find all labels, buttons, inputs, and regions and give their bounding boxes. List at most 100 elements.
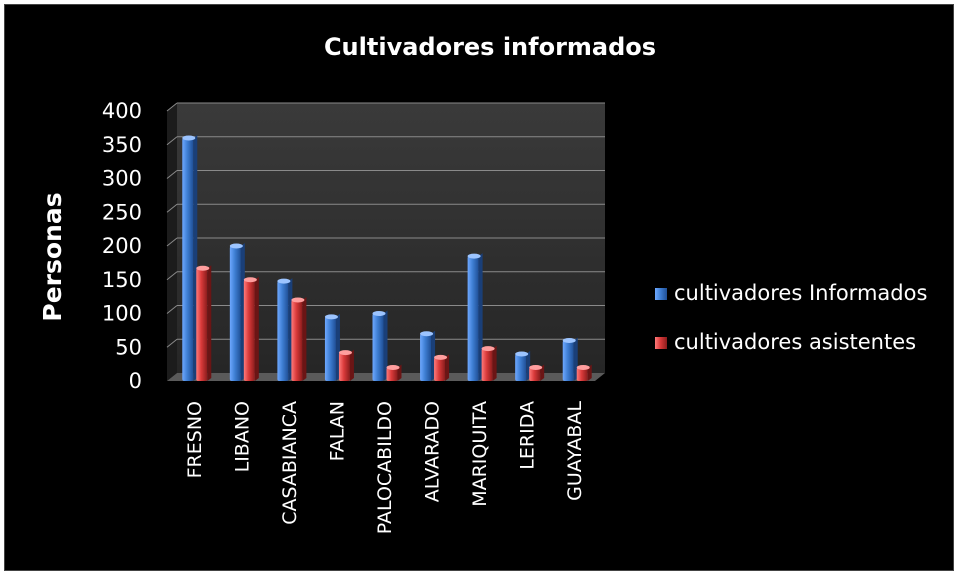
legend-swatch	[655, 337, 667, 349]
y-axis-label: Personas	[38, 192, 67, 321]
bar	[338, 349, 354, 381]
bar-top	[243, 277, 257, 283]
bar	[420, 330, 436, 381]
bar-side	[478, 253, 483, 381]
bar-front	[576, 367, 588, 381]
x-tick-label: GUAYABAL	[564, 401, 586, 501]
bar-top	[386, 365, 400, 370]
x-tick-label: FALAN	[326, 401, 348, 461]
gridline-side	[166, 136, 178, 146]
x-tick-label: LERIDA	[517, 401, 539, 470]
gridline-side	[166, 338, 178, 348]
legend-item: cultivadores Informados	[655, 281, 927, 305]
legend-item: cultivadores asistentes	[655, 330, 916, 354]
x-tick-label: FRESNO	[184, 401, 206, 478]
bar	[481, 345, 497, 381]
bar-top	[277, 278, 291, 284]
bar-front	[182, 138, 194, 381]
bar-top	[420, 331, 434, 337]
bar	[386, 364, 402, 381]
x-tick-label: ALVARADO	[422, 401, 444, 502]
bar-front	[372, 313, 384, 381]
gridline-side	[166, 203, 178, 213]
bar-top	[338, 350, 352, 356]
bar-front	[338, 352, 350, 381]
legend-label: cultivadores asistentes	[674, 330, 916, 354]
bar-front	[243, 279, 255, 381]
gridline-side	[166, 271, 178, 281]
x-tick-label: PALOCABILDO	[374, 401, 396, 534]
bar-top	[434, 354, 448, 360]
bar	[434, 354, 450, 381]
bar-side	[349, 349, 354, 381]
bar-side	[383, 310, 388, 381]
bar-front	[229, 246, 241, 381]
gridline-side	[166, 102, 178, 112]
bar-top	[324, 314, 338, 320]
bar	[182, 135, 198, 381]
bar	[196, 265, 212, 381]
bar-front	[529, 367, 541, 381]
bar-front	[562, 340, 574, 381]
x-axis-ticks: FRESNO LIBANO CASABIANCA FALAN PALOCABILDO AL…	[184, 401, 586, 535]
bar-front	[277, 281, 289, 381]
y-tick-label: 0	[129, 369, 142, 393]
y-tick-label: 400	[102, 99, 142, 123]
bar	[576, 364, 592, 381]
bar	[515, 351, 531, 381]
bars	[182, 135, 592, 381]
bar-side	[445, 354, 450, 381]
y-tick-label: 300	[102, 167, 142, 191]
gridline-side	[166, 237, 178, 247]
y-tick-label: 50	[115, 335, 142, 359]
bar-top	[196, 265, 210, 271]
y-tick-label: 200	[102, 234, 142, 258]
bar-front	[481, 348, 493, 381]
bar-front	[324, 316, 336, 381]
bar-front	[196, 268, 208, 381]
bar-top	[576, 365, 590, 370]
x-tick-label: MARIQUITA	[469, 401, 491, 507]
chart-title: Cultivadores informados	[324, 33, 656, 61]
legend-label: cultivadores Informados	[674, 281, 927, 305]
bar-front	[420, 333, 432, 381]
bar	[229, 243, 245, 381]
bar-front	[386, 367, 398, 381]
bar	[243, 276, 259, 381]
bar-top	[229, 243, 243, 249]
bar-front	[515, 354, 527, 381]
bar	[467, 253, 483, 381]
legend: cultivadores Informados cultivadores asis…	[655, 281, 927, 354]
chart-frame: Cultivadores informados Personas 0 50 100 1…	[4, 4, 954, 571]
y-tick-label: 150	[102, 268, 142, 292]
bar-top	[529, 365, 543, 370]
bar	[372, 310, 388, 381]
bar-side	[254, 276, 259, 381]
bar-top	[467, 253, 481, 259]
bar-top	[372, 311, 386, 316]
bar-top	[562, 338, 576, 343]
bar	[277, 278, 293, 381]
bar-front	[434, 357, 446, 381]
bar	[529, 364, 545, 381]
x-tick-label: CASABIANCA	[279, 401, 301, 525]
bar-front	[467, 256, 479, 381]
gridline-side	[166, 305, 178, 314]
bar	[291, 297, 307, 381]
bar-chart: Cultivadores informados Personas 0 50 100 1…	[38, 33, 927, 535]
legend-swatch	[655, 288, 667, 300]
bar-side	[302, 297, 307, 381]
bar-top	[481, 346, 495, 352]
bar-front	[291, 300, 303, 381]
y-tick-label: 100	[102, 302, 142, 326]
bar	[324, 313, 340, 381]
y-axis-ticks: 0 50 100 150 200 250 300 350 400	[102, 99, 142, 393]
gridline-side	[166, 170, 178, 179]
bar-side	[492, 345, 497, 381]
bar	[562, 337, 578, 381]
bar-top	[182, 135, 196, 141]
y-tick-label: 250	[102, 200, 142, 224]
y-tick-label: 350	[102, 133, 142, 157]
bar-top	[291, 297, 305, 303]
x-tick-label: LIBANO	[231, 401, 253, 472]
